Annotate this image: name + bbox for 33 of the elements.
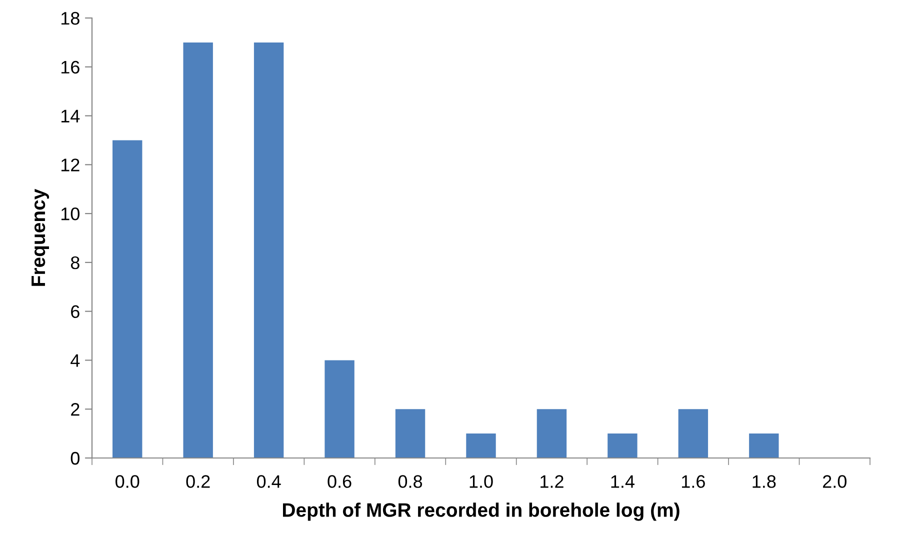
x-axis-title: Depth of MGR recorded in borehole log (m)	[283, 502, 680, 521]
bar	[608, 434, 638, 458]
bar	[183, 42, 213, 458]
bar	[536, 409, 567, 458]
y-tick-label: 2	[71, 403, 80, 416]
x-tick-label: 1.4	[611, 475, 634, 488]
y-tick-label: 0	[70, 452, 80, 465]
x-tick-label: 1.0	[470, 475, 493, 488]
x-tick-label: 0.8	[398, 475, 422, 488]
x-tick-label: 2.0	[822, 475, 846, 488]
x-tick-label: 0.2	[186, 475, 210, 488]
y-tick-label: 10	[61, 207, 80, 220]
x-tick-label: 0.0	[116, 475, 140, 488]
bar	[324, 360, 354, 458]
bar	[678, 409, 708, 458]
bar	[254, 42, 284, 458]
bar	[112, 140, 142, 458]
x-tick-label: 1.2	[540, 475, 564, 488]
y-axis-title: Frequency	[32, 188, 49, 286]
x-tick-label: 0.6	[328, 475, 352, 488]
x-tick-label: 1.6	[682, 475, 705, 488]
y-tick-label: 18	[61, 12, 80, 25]
y-tick-label: 12	[61, 158, 80, 172]
bar	[395, 409, 426, 458]
y-tick-label: 4	[70, 354, 80, 367]
y-tick-label: 6	[71, 305, 80, 318]
y-tick-label: 8	[70, 256, 80, 270]
bar	[749, 434, 779, 458]
y-tick-label: 14	[61, 110, 80, 122]
y-tick-label: 16	[61, 60, 80, 74]
x-tick-label: 0.4	[256, 475, 281, 488]
x-tick-label: 1.8	[752, 475, 776, 488]
bar	[466, 434, 496, 458]
